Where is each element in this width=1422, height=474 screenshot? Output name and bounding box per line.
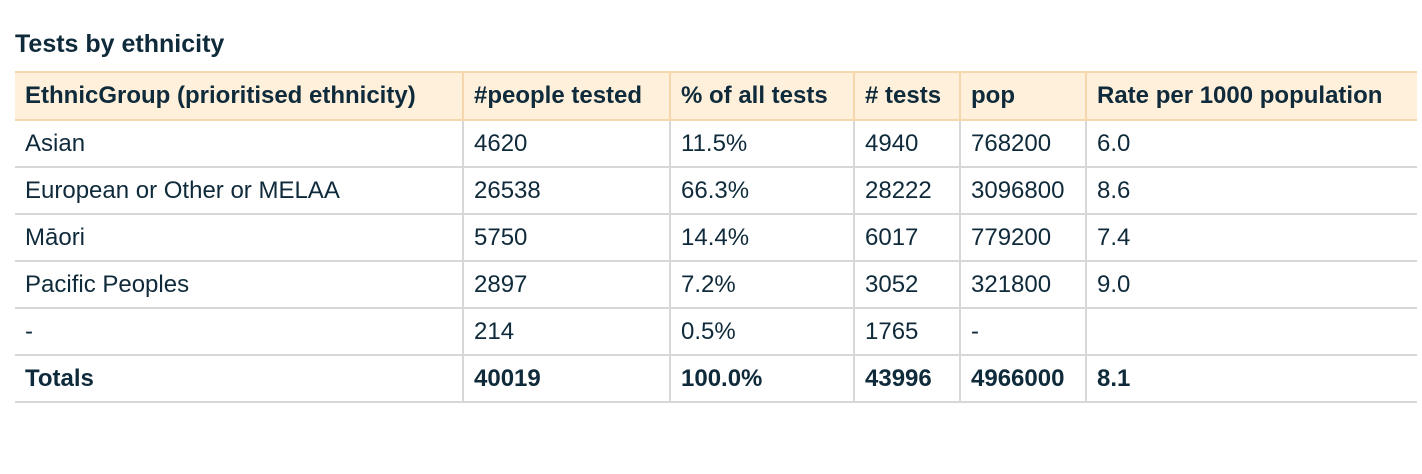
cell-ethnic-group: European or Other or MELAA [15, 166, 464, 215]
totals-row: Totals 40019 100.0% 43996 4966000 8.1 [15, 354, 1417, 403]
cell-percent-of-tests: 14.4% [669, 213, 855, 262]
cell-ethnic-group: - [15, 307, 464, 356]
cell-rate: 8.6 [1085, 166, 1417, 215]
cell-people-tested: 214 [462, 307, 671, 356]
column-header-pop: pop [959, 71, 1087, 121]
cell-tests: 43996 [853, 354, 961, 403]
table-row: Asian 4620 11.5% 4940 768200 6.0 [15, 119, 1417, 168]
table-row: Pacific Peoples 2897 7.2% 3052 321800 9.… [15, 260, 1417, 309]
cell-rate: 9.0 [1085, 260, 1417, 309]
table-header-row: EthnicGroup (prioritised ethnicity) #peo… [15, 71, 1417, 121]
cell-people-tested: 4620 [462, 119, 671, 168]
page-title: Tests by ethnicity [15, 30, 225, 58]
cell-pop: 3096800 [959, 166, 1087, 215]
cell-pop: 779200 [959, 213, 1087, 262]
cell-tests: 4940 [853, 119, 961, 168]
cell-tests: 28222 [853, 166, 961, 215]
cell-ethnic-group: Totals [15, 354, 464, 403]
column-header-tests: # tests [853, 71, 961, 121]
cell-people-tested: 26538 [462, 166, 671, 215]
cell-rate [1085, 307, 1417, 356]
cell-tests: 3052 [853, 260, 961, 309]
cell-tests: 6017 [853, 213, 961, 262]
cell-percent-of-tests: 0.5% [669, 307, 855, 356]
cell-pop: 4966000 [959, 354, 1087, 403]
cell-ethnic-group: Pacific Peoples [15, 260, 464, 309]
cell-ethnic-group: Asian [15, 119, 464, 168]
column-header-percent-of-tests: % of all tests [669, 71, 855, 121]
ethnicity-table: EthnicGroup (prioritised ethnicity) #peo… [15, 71, 1417, 403]
column-header-people-tested: #people tested [462, 71, 671, 121]
table-row: - 214 0.5% 1765 - [15, 307, 1417, 356]
cell-rate: 7.4 [1085, 213, 1417, 262]
cell-pop: - [959, 307, 1087, 356]
cell-people-tested: 5750 [462, 213, 671, 262]
column-header-ethnic-group: EthnicGroup (prioritised ethnicity) [15, 71, 464, 121]
column-header-rate: Rate per 1000 population [1085, 71, 1417, 121]
cell-rate: 6.0 [1085, 119, 1417, 168]
cell-rate: 8.1 [1085, 354, 1417, 403]
cell-people-tested: 2897 [462, 260, 671, 309]
cell-pop: 768200 [959, 119, 1087, 168]
cell-percent-of-tests: 11.5% [669, 119, 855, 168]
cell-tests: 1765 [853, 307, 961, 356]
cell-ethnic-group: Māori [15, 213, 464, 262]
cell-percent-of-tests: 100.0% [669, 354, 855, 403]
cell-percent-of-tests: 66.3% [669, 166, 855, 215]
cell-people-tested: 40019 [462, 354, 671, 403]
table-row: European or Other or MELAA 26538 66.3% 2… [15, 166, 1417, 215]
cell-percent-of-tests: 7.2% [669, 260, 855, 309]
table-row: Māori 5750 14.4% 6017 779200 7.4 [15, 213, 1417, 262]
cell-pop: 321800 [959, 260, 1087, 309]
